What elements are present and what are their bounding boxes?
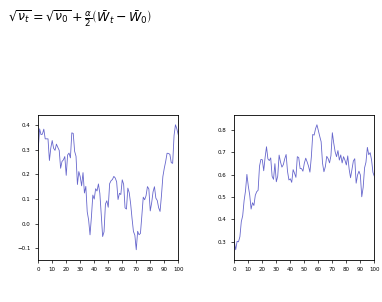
Text: $\sqrt{\nu_t} = \sqrt{\nu_0} + \frac{\alpha}{2}\left(\bar{W}_t - \bar{W}_0\right: $\sqrt{\nu_t} = \sqrt{\nu_0} + \frac{\al… xyxy=(8,9,152,30)
